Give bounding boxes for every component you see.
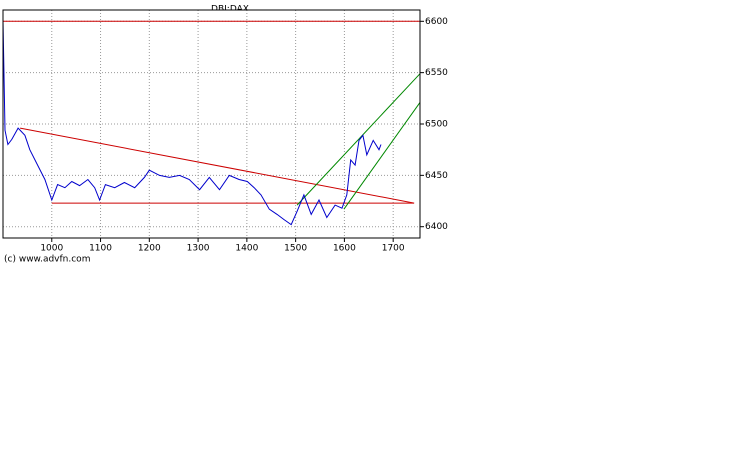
x-tick-label: 1700 xyxy=(382,244,405,254)
x-tick-label: 1300 xyxy=(187,244,210,254)
trendline xyxy=(343,102,421,210)
y-tick-label: 6400 xyxy=(425,222,448,232)
plot-border xyxy=(2,9,421,239)
x-tick-label: 1400 xyxy=(235,244,258,254)
x-tick-label: 1500 xyxy=(284,244,307,254)
y-tick-label: 6450 xyxy=(425,171,448,181)
trendline xyxy=(296,73,421,206)
y-tick-label: 6600 xyxy=(425,17,448,27)
x-tick-label: 1000 xyxy=(40,244,63,254)
x-tick-label: 1100 xyxy=(89,244,112,254)
x-tick-label: 1600 xyxy=(333,244,356,254)
price-line xyxy=(2,20,382,226)
y-tick-label: 6550 xyxy=(425,68,448,78)
trendline xyxy=(20,127,415,204)
y-tick-label: 6500 xyxy=(425,120,448,130)
credit: (c) www.advfn.com xyxy=(4,255,90,265)
x-tick-label: 1200 xyxy=(138,244,161,254)
